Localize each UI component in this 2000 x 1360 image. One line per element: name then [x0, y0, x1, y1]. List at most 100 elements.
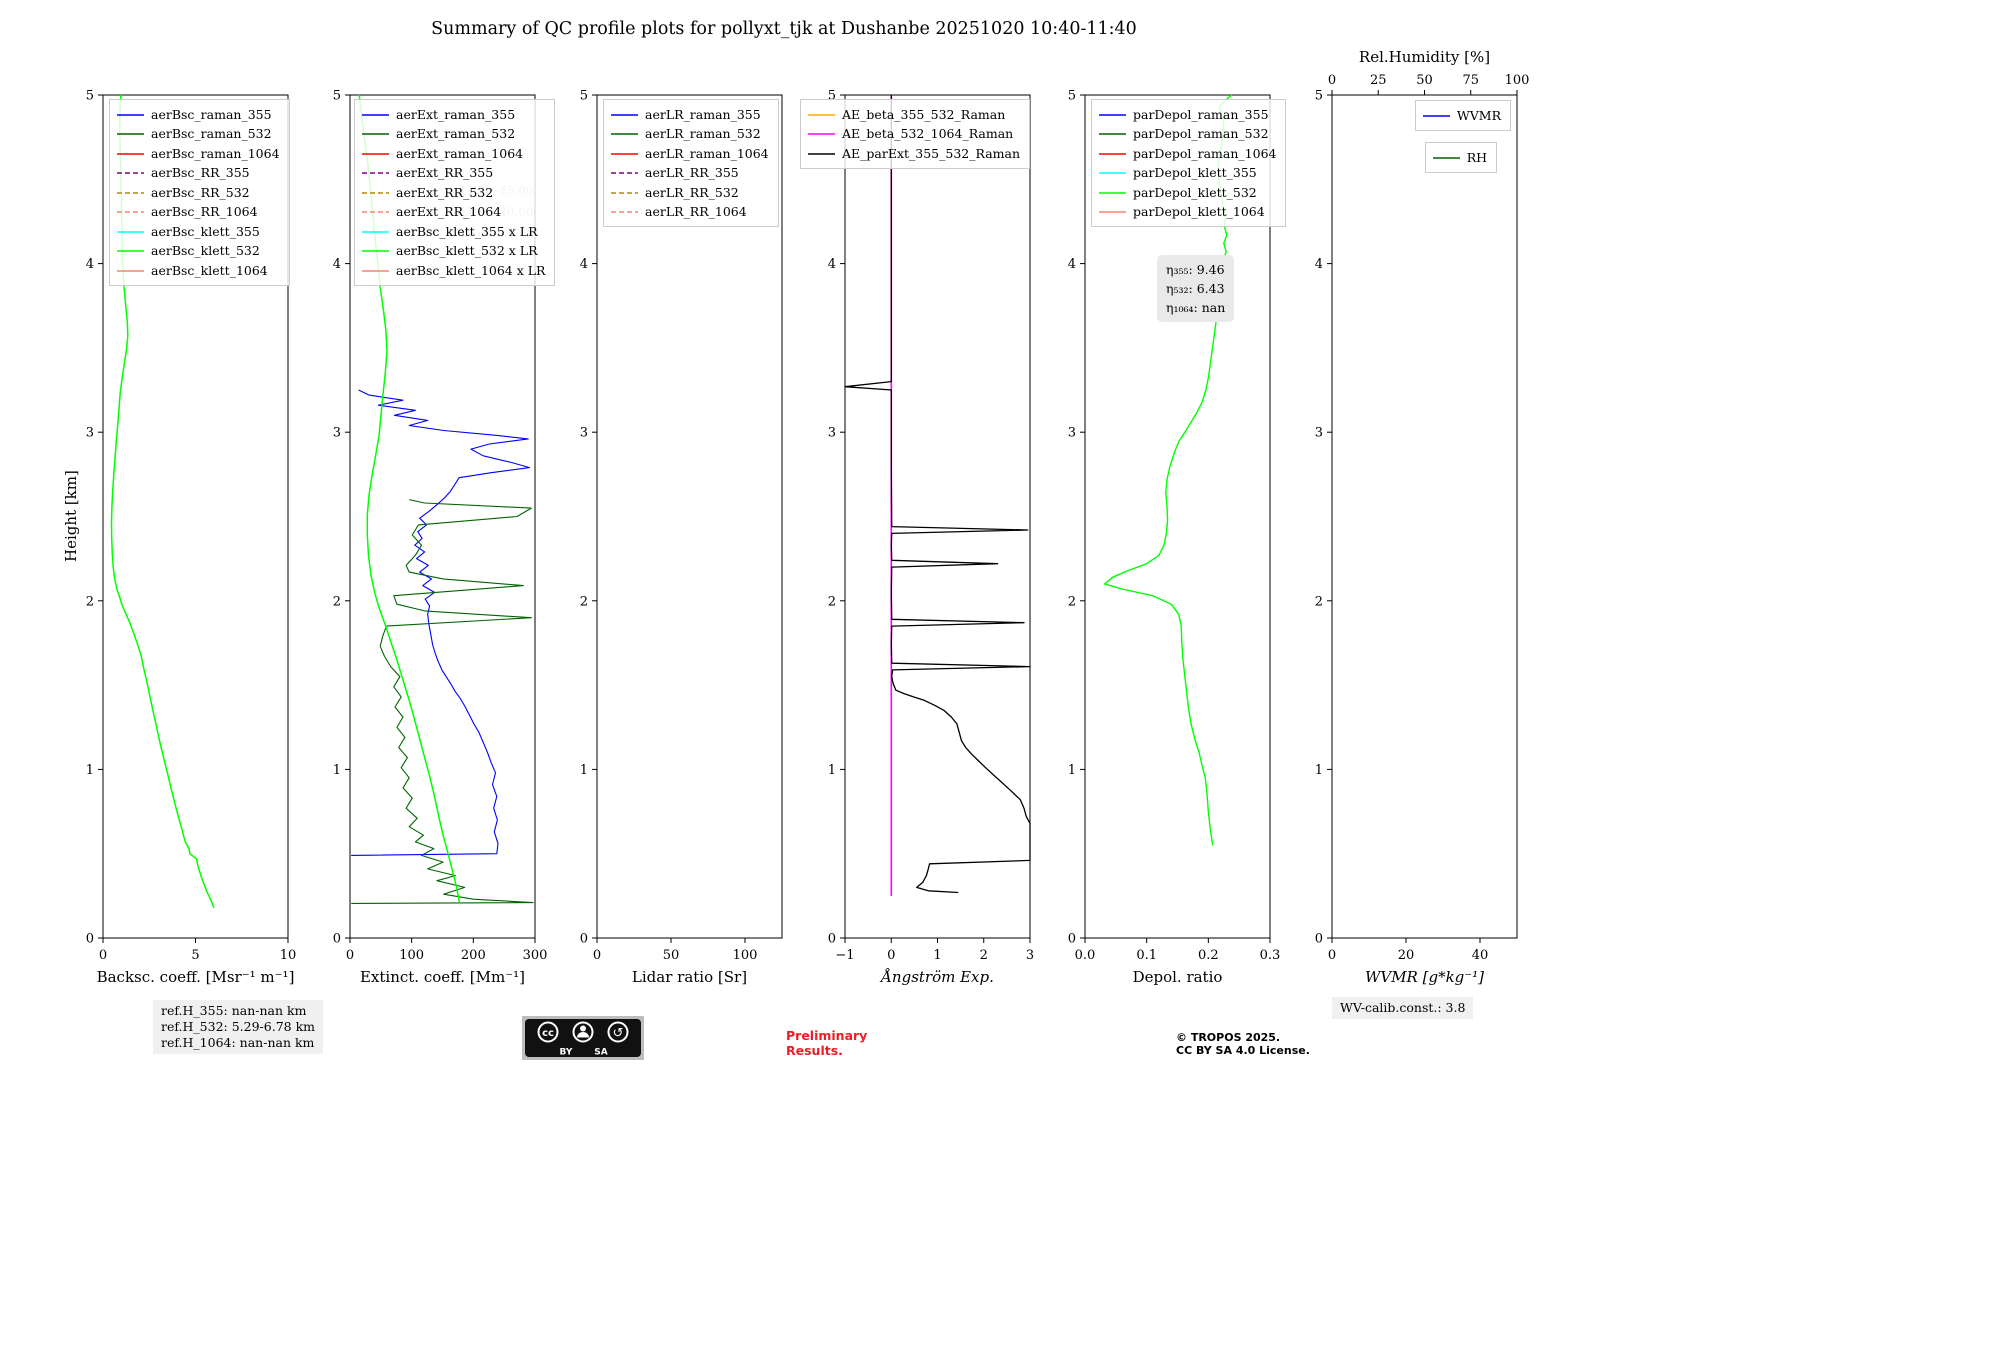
legend-label: aerLR_raman_1064 [645, 145, 769, 161]
legend-label: aerExt_raman_1064 [396, 145, 524, 161]
legend-label: aerBsc_klett_1064 x LR [396, 262, 546, 278]
y-tick-label: 1 [1315, 763, 1323, 778]
ref-h-1064: ref.H_1064: nan-nan km [161, 1035, 315, 1050]
x-axis-label-angstroem: Ångström Exp. [879, 968, 994, 986]
legend-line-sample [362, 152, 389, 155]
cc-by-sa-icon: cc ↺ BY SA [522, 1016, 644, 1060]
legend-label: aerBsc_RR_532 [151, 184, 250, 200]
legend-label: aerExt_raman_532 [396, 126, 516, 141]
y-tick-label: 4 [1315, 257, 1323, 272]
legend-line-sample [117, 133, 144, 136]
y-tick-label: 3 [333, 426, 341, 441]
legend-item-aerExt_RR_1064: aerExt_RR_1064 [362, 203, 545, 223]
legend-item-parDepol_klett_532: parDepol_klett_532 [1099, 183, 1276, 203]
legend-box-extinction: aerExt_raman_355 aerExt_raman_532 aerExt_r… [354, 99, 556, 286]
y-tick-label: 4 [333, 257, 341, 272]
legend-label: AE_beta_355_532_Raman [842, 106, 1006, 122]
panel-depol-ratio: 0.0 0.1 0.2 0.3 0 1 2 3 4 5 Depol. ratio [1068, 89, 1281, 987]
y-tick-label: 5 [1068, 89, 1076, 104]
legend-line-sample [611, 191, 638, 194]
legend-line-sample [808, 152, 835, 155]
ref-h-532: ref.H_532: 5.29-6.78 km [161, 1019, 316, 1034]
y-tick-label: 3 [828, 426, 836, 441]
axes-frame-angstroem [844, 94, 1031, 939]
legend-item-aerBsc_raman_1064: aerBsc_raman_1064 [117, 144, 280, 164]
legend-box-backscatter: aerBsc_raman_355 aerBsc_raman_532 aerBsc_r… [109, 99, 290, 286]
y-tick-label: 2 [1068, 594, 1076, 609]
x-tick-label: 20 [1398, 948, 1415, 963]
legend-label: aerExt_RR_532 [396, 184, 494, 200]
legend-item-aerBsc_klett_1064 x LR: aerBsc_klett_1064 x LR [362, 261, 545, 281]
y-tick-label: 4 [86, 257, 94, 272]
x-tick-label: 5 [191, 948, 199, 963]
legend-item-aerBsc_RR_532: aerBsc_RR_532 [117, 183, 280, 203]
y-tick-label: 5 [1315, 89, 1323, 104]
x-tick-label: 40 [1472, 948, 1489, 963]
y-tick-label: 3 [86, 426, 94, 441]
legend-item-aerBsc_raman_355: aerBsc_raman_355 [117, 105, 280, 125]
legend-item-RH: RH [1432, 148, 1487, 168]
legend-item-aerLR_RR_355: aerLR_RR_355 [611, 164, 769, 184]
y-tick-label: 3 [1315, 426, 1323, 441]
top-tick-label: 75 [1462, 73, 1479, 88]
y-tick-label: 0 [1315, 932, 1323, 947]
y-tick-label: 0 [86, 932, 94, 947]
panel-extinction: 0 100 200 300 0 1 2 3 4 5 Extinct. coeff. [Mm⁻¹] [333, 89, 548, 987]
series-aerBsc_klett_532 [110, 94, 215, 908]
x-tick-label: 0.2 [1198, 948, 1219, 963]
legend-item-AE_beta_532_1064_Raman: AE_beta_532_1064_Raman [808, 125, 1020, 145]
legend-label: parDepol_raman_532 [1133, 126, 1269, 141]
legend-line-sample [117, 211, 144, 214]
legend-label: aerBsc_klett_1064 [151, 262, 268, 278]
x-tick-label: 0.1 [1136, 948, 1157, 963]
y-tick-label: 2 [828, 594, 836, 609]
legend-label: parDepol_raman_355 [1133, 106, 1269, 122]
x-tick-label: 0 [99, 948, 107, 963]
legend-item-WVMR: WVMR [1422, 106, 1501, 126]
x-axis-label-backscatter: Backsc. coeff. [Msr⁻¹ m⁻¹] [97, 968, 295, 986]
x-axis-label-depol-ratio: Depol. ratio [1133, 968, 1223, 986]
legend-item-AE_parExt_355_532_Raman: AE_parExt_355_532_Raman [808, 144, 1020, 164]
legend-line-sample [362, 250, 389, 253]
legend-label: aerBsc_klett_355 [151, 223, 260, 239]
legend-label: aerBsc_RR_1064 [151, 204, 258, 219]
legend-item-aerBsc_RR_355: aerBsc_RR_355 [117, 164, 280, 184]
ref-heights-box: ref.H_355: nan-nan km ref.H_532: 5.29-6.… [153, 1000, 324, 1054]
legend-line-sample [362, 230, 389, 233]
legend-box-lidar-ratio: aerLR_raman_355 aerLR_raman_532 aerLR_rama… [603, 99, 779, 227]
series-AE_parExt_355_532_Raman [844, 95, 1031, 894]
tropos-credit: © TROPOS 2025. CC BY SA 4.0 License. [1176, 1031, 1310, 1057]
legend-item-aerExt_raman_532: aerExt_raman_532 [362, 125, 545, 145]
eta-value-line: η₁₀₆₄: nan [1166, 300, 1226, 315]
legend-line-sample [1099, 191, 1126, 194]
eta-annotation-box: η₃₅₅: 9.46 η₅₃₂: 6.43 η₁₀₆₄: nan [1157, 255, 1235, 322]
legend-item-aerLR_RR_532: aerLR_RR_532 [611, 183, 769, 203]
panel-backscatter: 0 5 10 0 1 2 3 4 5 Backsc. coeff. [Msr⁻¹ m⁻¹] [86, 89, 297, 987]
y-tick-label: 3 [580, 426, 588, 441]
legend-line-sample [611, 172, 638, 175]
y-tick-label: 5 [86, 89, 94, 104]
legend-item-parDepol_klett_1064: parDepol_klett_1064 [1099, 203, 1276, 223]
legend-line-sample [362, 172, 389, 175]
y-tick-label: 1 [828, 763, 836, 778]
x-tick-label: 0 [346, 948, 354, 963]
legend-line-sample [611, 211, 638, 214]
legend-item-aerBsc_klett_532: aerBsc_klett_532 [117, 242, 280, 262]
legend-item-aerLR_RR_1064: aerLR_RR_1064 [611, 203, 769, 223]
x-tick-label: 0.3 [1260, 948, 1281, 963]
legend-label: aerBsc_klett_532 x LR [396, 243, 538, 258]
legend-item-parDepol_raman_355: parDepol_raman_355 [1099, 105, 1276, 125]
x-tick-label: 200 [461, 948, 486, 963]
y-tick-label: 4 [580, 257, 588, 272]
by-label: BY [560, 1048, 573, 1058]
axes-frame-lidar-ratio [596, 94, 783, 939]
legend-item-aerExt_raman_355: aerExt_raman_355 [362, 105, 545, 125]
legend-line-sample [362, 133, 389, 136]
legend-label: aerLR_RR_532 [645, 184, 739, 200]
legend-line-sample [1099, 211, 1126, 214]
figure-title: Summary of QC profile plots for pollyxt_… [431, 19, 1137, 39]
preliminary-note: Preliminary Results. [786, 1028, 868, 1058]
